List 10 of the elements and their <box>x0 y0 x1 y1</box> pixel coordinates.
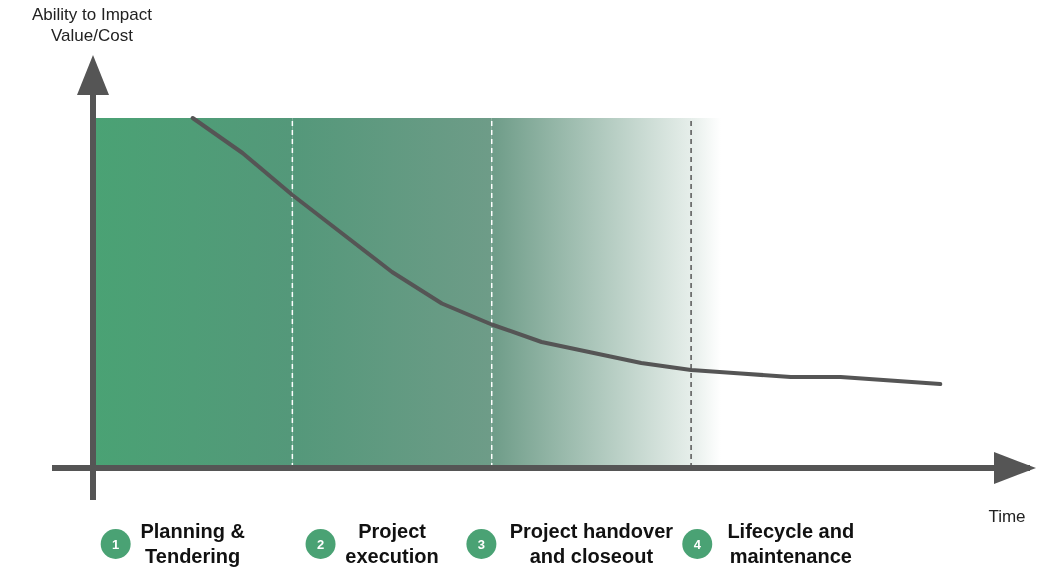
y-axis-title: Ability to Impact Value/Cost <box>32 5 153 45</box>
text: 2 <box>316 537 325 552</box>
x-tick-label: Project execution <box>345 520 439 567</box>
x-tick-label: Lifecycle and maintenance <box>727 520 855 567</box>
text: 1 <box>112 537 120 552</box>
text: 3 <box>477 537 486 552</box>
x-axis-title: Time <box>988 507 1026 526</box>
x-tick-label: Project handover and closeout <box>509 520 674 567</box>
x-tick-label: Planning & Tendering <box>140 520 245 567</box>
text: 4 <box>693 537 702 552</box>
